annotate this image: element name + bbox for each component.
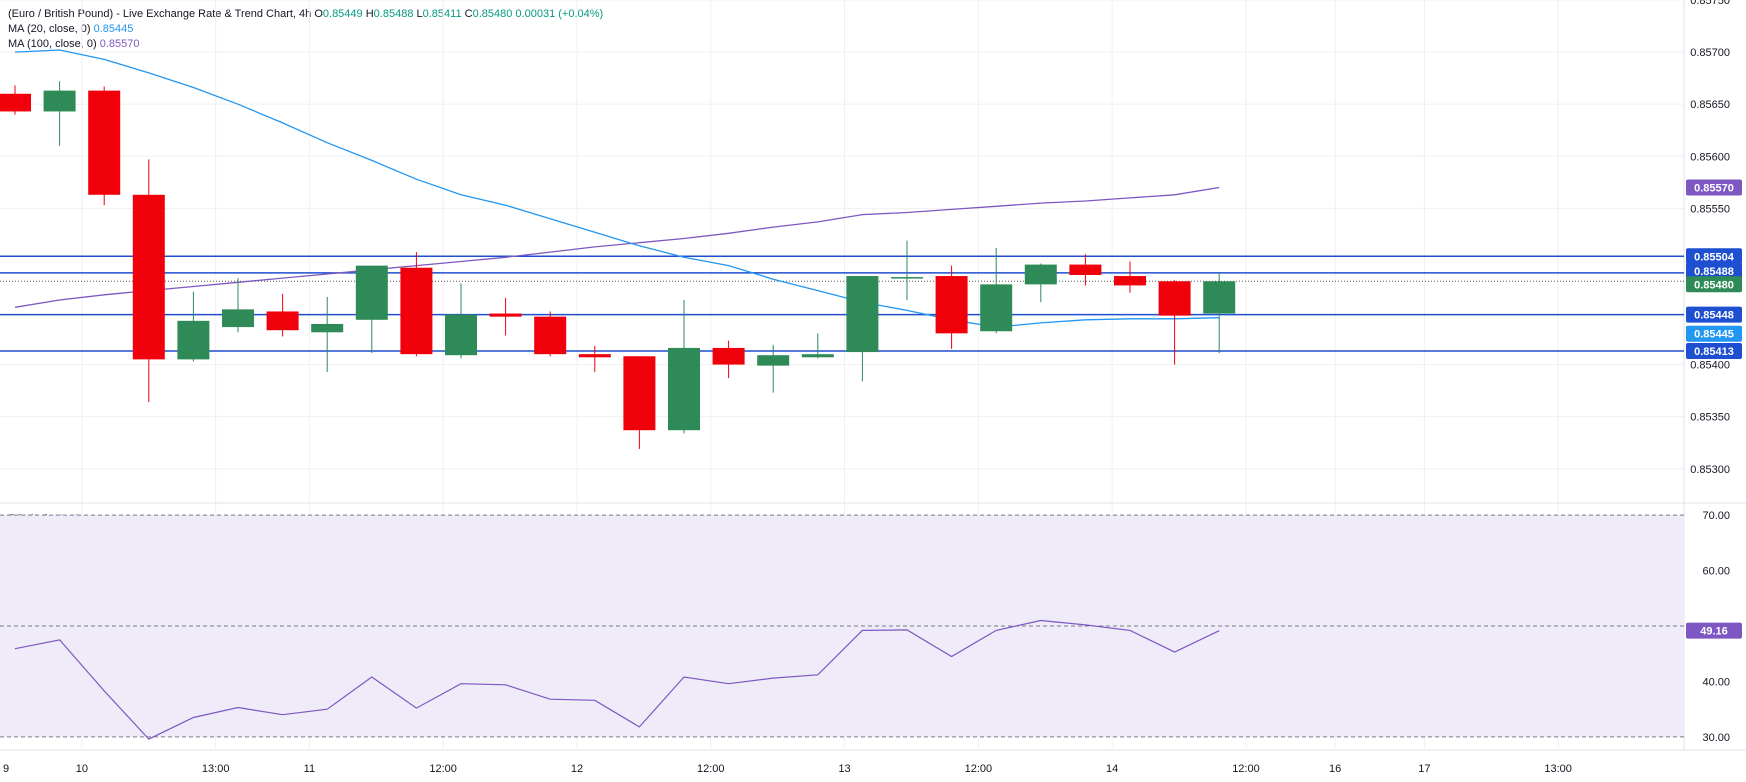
price-tick-label: 0.85350 (1690, 412, 1730, 424)
time-tick-label: 12:00 (429, 763, 457, 775)
price-tag (1686, 306, 1742, 323)
price-tag (1686, 325, 1742, 342)
candle-up[interactable] (445, 314, 477, 356)
ohlc-key: L (416, 8, 423, 20)
ma20-label: MA (20, close, 0) (8, 23, 91, 35)
time-tick-label: 9 (3, 763, 9, 775)
candle-down[interactable] (578, 354, 611, 358)
price-tick-label: 0.85300 (1690, 464, 1730, 476)
candle-down[interactable] (1158, 281, 1191, 316)
rsi-line (14, 619, 1220, 740)
price-tag (1686, 262, 1742, 279)
price-tick-label: 0.85750 (1690, 0, 1730, 7)
price-tag-label: 0.85504 (1694, 251, 1735, 263)
candle-down[interactable] (132, 194, 165, 360)
price-tag-label: 0.85413 (1694, 346, 1734, 358)
price-tag (1686, 248, 1742, 265)
rsi-tag (1686, 622, 1742, 639)
candle-down[interactable] (534, 316, 567, 355)
price-tick-label: 0.85400 (1690, 360, 1730, 372)
ma20-line (14, 49, 1220, 328)
rsi-tag-label: 49.16 (1700, 626, 1728, 638)
candle-down[interactable] (712, 347, 745, 365)
time-tick-label: 17 (1418, 763, 1430, 775)
candle-up[interactable] (891, 277, 923, 279)
ohlc-value: 0.85488 (373, 8, 417, 20)
time-tick-label: 13 (838, 763, 850, 775)
candle-down[interactable] (489, 313, 522, 317)
time-tick-label: 12:00 (1232, 763, 1260, 775)
price-tag-label: 0.85448 (1694, 310, 1734, 322)
ohlc-key: O (314, 8, 323, 20)
candle-up[interactable] (355, 265, 388, 320)
time-tick-label: 14 (1106, 763, 1118, 775)
candle-down[interactable] (1069, 264, 1102, 275)
candle-down[interactable] (88, 90, 121, 195)
price-tag-label: 0.85445 (1694, 329, 1734, 341)
ohlc-values: O0.85449 H0.85488 L0.85411 C0.85480 (314, 8, 515, 20)
candle-up[interactable] (222, 309, 254, 328)
rsi-tick-label: 40.00 (1702, 676, 1730, 688)
time-tick-label: 12:00 (697, 763, 725, 775)
rsi-tick-label: 60.00 (1702, 566, 1730, 578)
candle-up[interactable] (668, 347, 700, 431)
candle-up[interactable] (846, 276, 879, 353)
price-tag-label: 0.85488 (1694, 266, 1734, 278)
price-tag-label: 0.85480 (1694, 279, 1734, 291)
ma100-legend[interactable]: MA (100, close, 0) 0.85570 (8, 37, 139, 51)
rsi-tick-label: 30.00 (1702, 732, 1730, 744)
candle-up[interactable] (1203, 281, 1236, 314)
rsi-tick-label: 70.00 (1702, 510, 1730, 522)
time-tick-label: 13:00 (1544, 763, 1572, 775)
time-tick-label: 16 (1329, 763, 1341, 775)
price-tick-label: 0.85700 (1690, 47, 1730, 59)
price-tag (1686, 276, 1742, 293)
candle-down[interactable] (266, 311, 299, 331)
price-tick-label: 0.85550 (1690, 203, 1730, 215)
price-tick-label: 0.85600 (1690, 151, 1730, 163)
ma100-label: MA (100, close, 0) (8, 38, 97, 50)
chart-header: (Euro / British Pound) - Live Exchange R… (8, 7, 603, 21)
ma20-legend[interactable]: MA (20, close, 0) 0.85445 (8, 22, 133, 36)
price-tag-label: 0.85570 (1694, 183, 1734, 195)
candle-down[interactable] (1114, 276, 1146, 286)
ohlc-value: 0.85411 (422, 8, 462, 20)
candle-up[interactable] (980, 284, 1013, 332)
ma100-value: 0.85570 (99, 38, 140, 50)
price-tag (1686, 343, 1742, 360)
candle-down[interactable] (0, 93, 31, 112)
candle-down[interactable] (935, 276, 968, 334)
time-tick-label: 12 (571, 763, 583, 775)
candle-up[interactable] (757, 355, 790, 366)
price-tag (1686, 179, 1742, 196)
ohlc-value: 0.85480 (472, 8, 516, 20)
candle-up[interactable] (311, 323, 344, 333)
ma20-value: 0.85445 (93, 23, 134, 35)
ohlc-value: 0.85449 (322, 8, 366, 20)
ma100-line (14, 186, 1220, 308)
candle-down[interactable] (623, 356, 656, 431)
price-change: 0.00031 (+0.04%) (515, 8, 604, 20)
time-tick-label: 12:00 (965, 763, 993, 775)
price-tick-label: 0.85650 (1690, 99, 1730, 111)
ohlc-key: C (464, 8, 473, 20)
candle-up[interactable] (177, 320, 210, 360)
symbol-title: (Euro / British Pound) - Live Exchange R… (8, 8, 312, 20)
candle-up[interactable] (801, 354, 834, 358)
candle-down[interactable] (400, 267, 433, 355)
candle-up[interactable] (1024, 264, 1057, 285)
ohlc-key: H (365, 8, 374, 20)
time-tick-label: 11 (304, 763, 315, 775)
time-tick-label: 13:00 (202, 763, 230, 775)
time-tick-label: 10 (76, 763, 88, 775)
candle-up[interactable] (43, 90, 76, 112)
